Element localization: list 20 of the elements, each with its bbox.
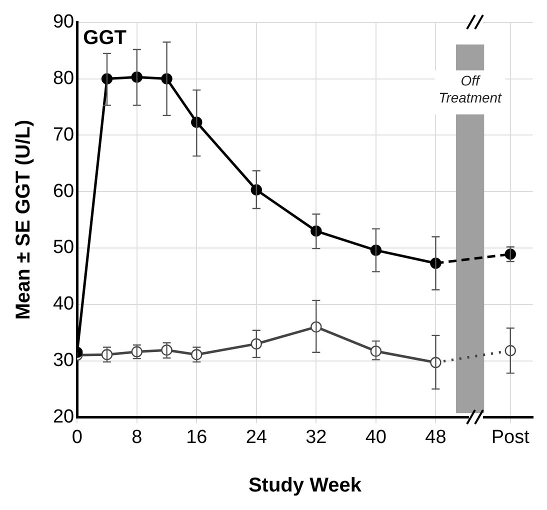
y-tick-label: 70 <box>52 124 74 146</box>
annotation: GGT <box>83 26 126 49</box>
y-tick-label: 30 <box>52 350 74 372</box>
x-tick-label: 48 <box>425 426 446 448</box>
x-tick-label: 32 <box>306 426 327 448</box>
x-tick-label: 0 <box>72 426 82 448</box>
x-tick-label: Post <box>491 426 530 448</box>
y-axis-title: Mean ± SE GGT (U/L) <box>12 120 35 320</box>
y-tick-label: 40 <box>52 294 74 315</box>
y-tick-label: 20 <box>52 406 74 428</box>
y-tick-label: 80 <box>52 68 74 90</box>
x-tick-label: 8 <box>132 426 142 448</box>
y-tick-label: 60 <box>52 180 74 202</box>
x-tick-label: 24 <box>246 426 268 448</box>
x-tick-label: 40 <box>365 426 386 448</box>
x-axis-title: Study Week <box>248 474 362 497</box>
y-tick-label: 90 <box>52 12 74 33</box>
band-label: Off Treatment <box>438 72 503 106</box>
x-tick-label: 16 <box>186 426 208 448</box>
y-tick-label: 50 <box>52 237 74 258</box>
